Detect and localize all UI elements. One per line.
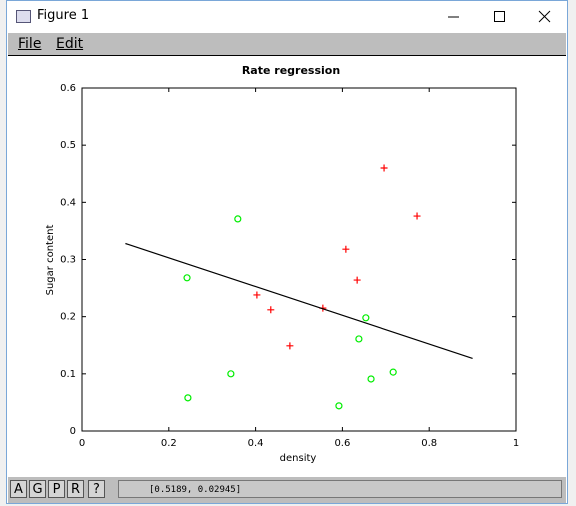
y-tick-label: 0.5 — [60, 140, 76, 151]
y-tick-label: 0.2 — [60, 312, 76, 323]
plus-marker — [267, 306, 275, 314]
close-button[interactable] — [538, 10, 552, 24]
tool-button[interactable]: P — [48, 480, 65, 498]
y-tick-label: 0.6 — [60, 83, 76, 94]
tool-button[interactable]: G — [29, 480, 46, 498]
circle-marker — [227, 370, 235, 378]
y-tick-label: 0.1 — [60, 369, 76, 380]
regression-line — [125, 242, 473, 359]
plus-marker — [413, 212, 421, 220]
status-field: [0.5189, 0.02945] — [118, 480, 562, 498]
plus-marker — [380, 164, 388, 172]
x-tick-label: 1 — [513, 438, 519, 449]
circle-marker — [367, 375, 375, 383]
circle-marker — [184, 394, 192, 402]
x-tick-label: 0.8 — [421, 438, 437, 449]
x-tick-label: 0.4 — [248, 438, 264, 449]
tool-button[interactable]: A — [10, 480, 27, 498]
figure-background — [8, 56, 566, 476]
circle-marker — [335, 402, 343, 410]
circle-marker — [183, 274, 191, 282]
window-title: Figure 1 — [37, 8, 90, 23]
figure-window: Figure 1 File Edit Rate regression densi… — [6, 0, 568, 504]
menu-edit[interactable]: Edit — [56, 36, 84, 52]
title-bar: Figure 1 — [7, 1, 567, 32]
y-tick-label: 0.4 — [60, 197, 76, 208]
menu-file[interactable]: File — [18, 36, 42, 52]
x-tick-label: 0.6 — [334, 438, 350, 449]
menu-bar: File Edit — [8, 33, 566, 56]
x-tick-label: 0 — [79, 438, 85, 449]
circle-marker — [362, 314, 370, 322]
chart-title: Rate regression — [242, 64, 340, 77]
plus-marker — [342, 245, 350, 253]
minimize-button[interactable] — [447, 11, 461, 23]
plus-marker — [286, 342, 294, 350]
circle-marker — [355, 335, 363, 343]
x-tick-label: 0.2 — [161, 438, 177, 449]
maximize-button[interactable] — [493, 10, 507, 24]
circle-marker — [234, 215, 242, 223]
y-axis-label: Sugar content — [45, 225, 56, 296]
tool-button[interactable]: R — [67, 480, 84, 498]
x-axis-label: density — [280, 453, 317, 464]
y-tick-label: 0.3 — [60, 255, 76, 266]
plus-marker — [353, 276, 361, 284]
tool-button[interactable]: ? — [88, 480, 105, 498]
toolbar: A G P R ? [0.5189, 0.02945] — [8, 477, 566, 503]
y-tick-label: 0 — [70, 426, 76, 437]
circle-marker — [389, 368, 397, 376]
window-icon — [16, 10, 31, 23]
plus-marker — [253, 291, 261, 299]
